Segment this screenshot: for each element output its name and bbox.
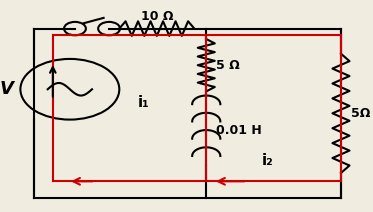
Text: V: V <box>0 80 14 98</box>
Text: 0.01 H: 0.01 H <box>216 124 262 137</box>
Text: 10 Ω: 10 Ω <box>141 10 173 22</box>
Text: i₂: i₂ <box>262 153 273 168</box>
Text: i₁: i₁ <box>137 95 149 110</box>
Text: 5 Ω: 5 Ω <box>216 59 240 72</box>
Text: 5Ω: 5Ω <box>351 107 370 120</box>
